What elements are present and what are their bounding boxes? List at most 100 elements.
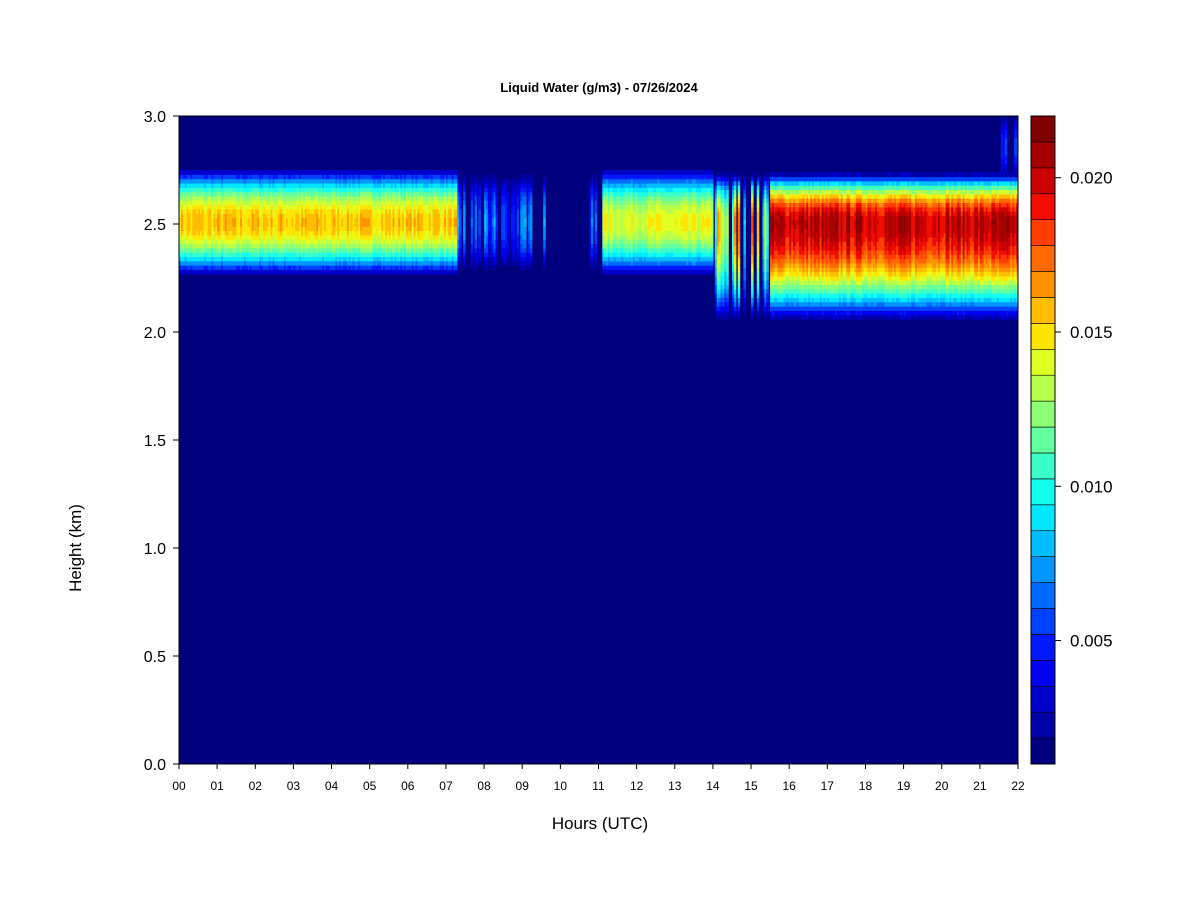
heatmap-cell: [344, 208, 348, 214]
heatmap-cell: [342, 252, 346, 257]
heatmap-cell: [316, 204, 319, 210]
heatmap-cell: [222, 230, 226, 236]
heatmap-cell: [386, 200, 390, 206]
heatmap-cell: [444, 200, 447, 206]
heatmap-cell: [457, 252, 460, 257]
heatmap-cell: [318, 239, 321, 245]
heatmap-cell: [617, 195, 621, 201]
heatmap-cell: [405, 187, 409, 193]
heatmap-cell: [278, 252, 281, 257]
heatmap-cell: [428, 200, 432, 206]
heatmap-cell: [491, 239, 495, 245]
heatmap-cell: [350, 226, 354, 232]
heatmap-cell: [430, 204, 434, 210]
heatmap-cell: [203, 247, 207, 253]
heatmap-cell: [451, 195, 455, 201]
heatmap-cell: [365, 252, 369, 257]
heatmap-cell: [333, 170, 336, 175]
heatmap-cell: [283, 204, 287, 210]
heatmap-cell: [611, 221, 615, 227]
heatmap-cell: [449, 217, 453, 223]
heatmap-cell: [318, 191, 321, 197]
heatmap-cell: [463, 243, 466, 249]
heatmap-cell: [453, 243, 457, 249]
heatmap-cell: [241, 256, 245, 262]
heatmap-cell: [320, 204, 323, 210]
heatmap-cell: [392, 234, 396, 240]
heatmap-cell: [339, 170, 342, 175]
heatmap-cell: [642, 265, 645, 270]
heatmap-cell: [369, 230, 373, 236]
heatmap-cell: [648, 221, 651, 227]
heatmap-cell: [192, 226, 195, 232]
heatmap-cell: [388, 213, 392, 219]
heatmap-cell: [198, 174, 201, 180]
heatmap-cell: [201, 178, 205, 184]
heatmap-cell: [615, 170, 619, 175]
heatmap-cell: [384, 239, 388, 245]
heatmap-cell: [640, 269, 643, 275]
heatmap-cell: [196, 191, 199, 197]
heatmap-cell: [384, 182, 388, 188]
heatmap-cell: [295, 191, 298, 197]
heatmap-cell: [243, 243, 247, 249]
heatmap-cell: [310, 256, 314, 262]
heatmap-cell: [608, 239, 611, 245]
heatmap-cell: [240, 191, 243, 197]
heatmap-cell: [253, 269, 256, 275]
heatmap-cell: [396, 256, 399, 262]
heatmap-cell: [209, 217, 213, 223]
heatmap-cell: [615, 200, 619, 206]
heatmap-cell: [505, 243, 508, 249]
heatmap-cell: [291, 226, 295, 232]
heatmap-cell: [308, 260, 312, 266]
heatmap-cell: [346, 204, 350, 210]
heatmap-cell: [196, 204, 199, 210]
heatmap-cell: [306, 208, 310, 214]
heatmap-cell: [236, 260, 239, 266]
heatmap-cell: [285, 174, 289, 180]
heatmap-cell: [516, 221, 520, 227]
heatmap-cell: [491, 191, 495, 197]
heatmap-cell: [392, 200, 396, 206]
heatmap-cell: [474, 182, 478, 188]
heatmap-cell: [192, 178, 195, 184]
heatmap-cell: [486, 187, 489, 193]
heatmap-cell: [459, 221, 462, 227]
heatmap-cell: [276, 226, 279, 232]
heatmap-cell: [182, 234, 186, 240]
heatmap-cell: [588, 234, 592, 240]
heatmap-cell: [484, 247, 487, 253]
heatmap-cell: [285, 243, 289, 249]
heatmap-cell: [270, 230, 274, 236]
heatmap-cell: [190, 234, 193, 240]
heatmap-cell: [224, 174, 228, 180]
heatmap-cell: [280, 217, 283, 223]
heatmap-cell: [318, 230, 321, 236]
heatmap-cell: [220, 252, 224, 257]
heatmap-cell: [337, 200, 340, 206]
heatmap-cell: [365, 239, 369, 245]
heatmap-cell: [424, 213, 428, 219]
heatmap-cell: [604, 178, 607, 184]
heatmap-cell: [299, 208, 302, 214]
heatmap-cell: [209, 213, 213, 219]
heatmap-cell: [505, 195, 508, 201]
heatmap-cell: [398, 170, 401, 175]
heatmap-cell: [520, 204, 523, 210]
heatmap-cell: [381, 230, 384, 236]
heatmap-cell: [524, 195, 527, 201]
heatmap-cell: [463, 234, 466, 240]
heatmap-cell: [262, 170, 266, 175]
heatmap-cell: [619, 191, 622, 197]
heatmap-cell: [280, 234, 283, 240]
heatmap-cell: [463, 195, 466, 201]
heatmap-cell: [388, 174, 392, 180]
heatmap-cell: [287, 247, 291, 253]
heatmap-cell: [371, 170, 375, 175]
heatmap-cell: [217, 252, 220, 257]
heatmap-cell: [287, 170, 291, 175]
heatmap-cell: [211, 170, 214, 175]
heatmap-cell: [489, 256, 493, 262]
heatmap-cell: [516, 260, 520, 266]
